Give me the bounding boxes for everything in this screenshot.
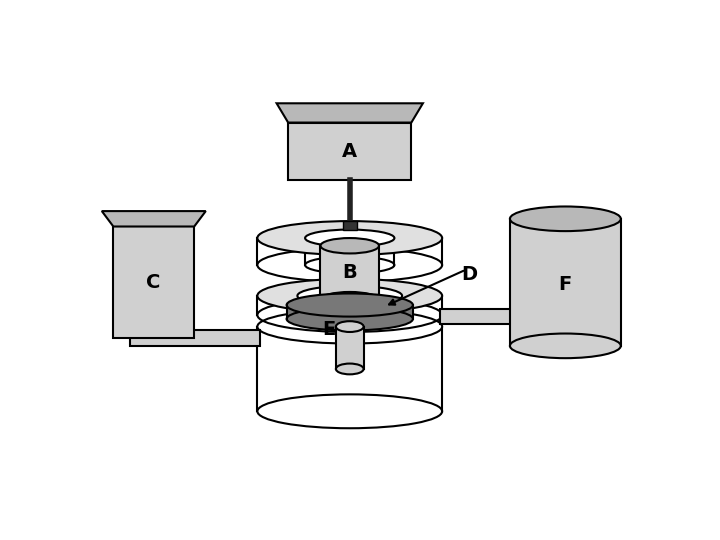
Bar [320, 246, 379, 300]
Text: E: E [323, 320, 336, 339]
Ellipse shape [257, 394, 442, 428]
Ellipse shape [336, 363, 364, 374]
Text: B: B [343, 263, 357, 282]
Ellipse shape [510, 206, 621, 231]
Bar [440, 309, 523, 325]
Text: C: C [146, 273, 161, 292]
Polygon shape [276, 103, 423, 123]
Ellipse shape [320, 292, 379, 307]
Bar [336, 327, 364, 369]
Ellipse shape [287, 294, 413, 316]
Text: A: A [342, 143, 357, 161]
Bar [343, 221, 356, 231]
Ellipse shape [510, 334, 621, 358]
Bar [287, 305, 413, 319]
Ellipse shape [336, 321, 364, 332]
Ellipse shape [287, 307, 413, 330]
Polygon shape [102, 211, 206, 226]
Ellipse shape [305, 230, 395, 247]
Bar [257, 327, 442, 411]
Text: D: D [461, 265, 477, 284]
Ellipse shape [257, 309, 442, 343]
Bar [130, 330, 260, 346]
Ellipse shape [320, 238, 379, 253]
Text: F: F [559, 275, 572, 294]
Ellipse shape [297, 286, 402, 306]
Ellipse shape [257, 221, 442, 255]
Bar [113, 226, 194, 338]
Bar [288, 123, 411, 180]
Bar [510, 219, 621, 346]
Ellipse shape [257, 279, 442, 313]
